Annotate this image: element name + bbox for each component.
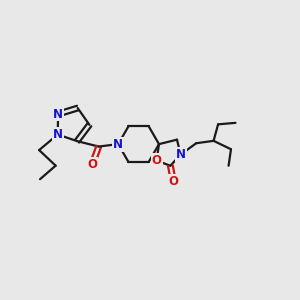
Text: O: O xyxy=(168,175,178,188)
Text: N: N xyxy=(53,107,63,121)
Text: N: N xyxy=(53,128,63,141)
Text: N: N xyxy=(113,138,123,151)
Text: N: N xyxy=(176,148,186,161)
Text: O: O xyxy=(87,158,97,171)
Text: O: O xyxy=(152,154,162,167)
